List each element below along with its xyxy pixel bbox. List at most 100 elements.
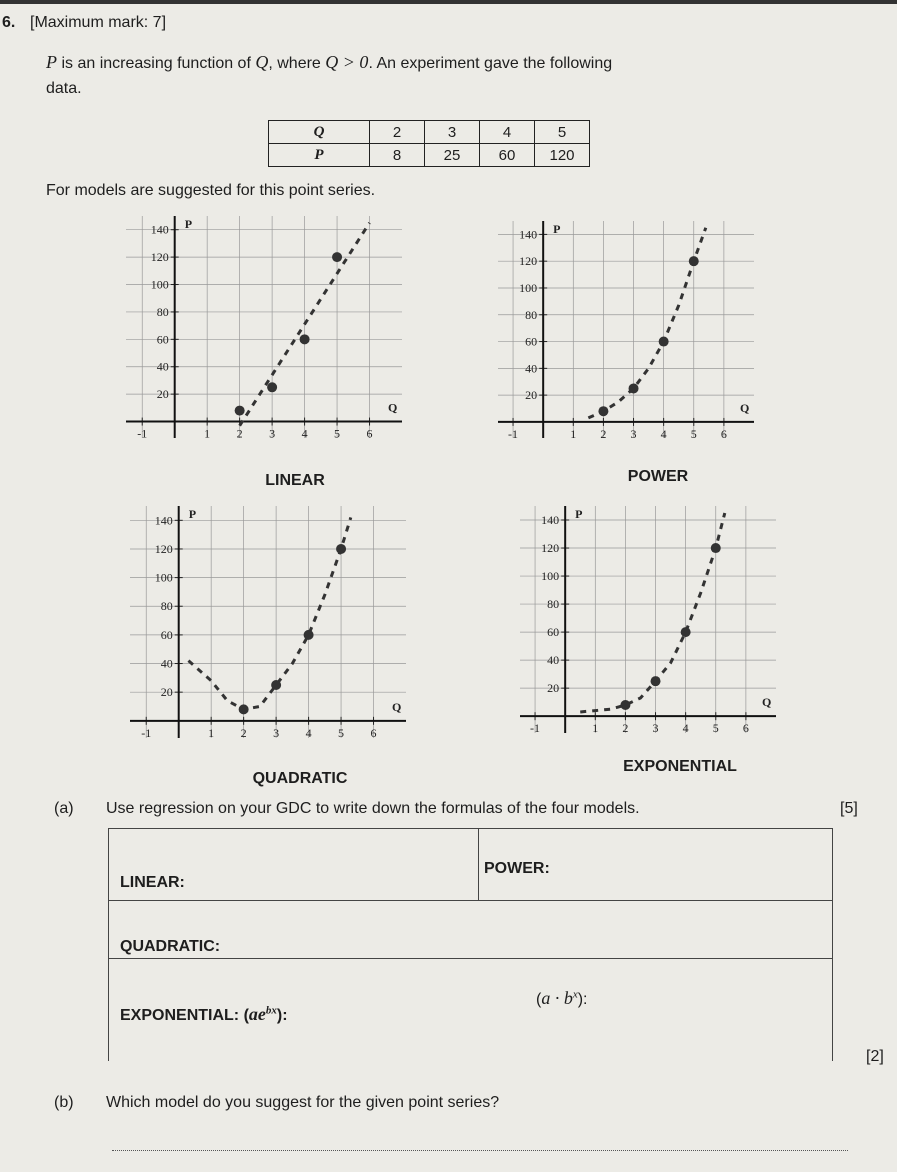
math: P (46, 52, 57, 72)
text: , where (268, 55, 321, 72)
y-tick-label: 40 (157, 360, 169, 374)
x-tick-label: 6 (371, 726, 377, 740)
y-tick-label: 100 (519, 281, 537, 295)
x-tick-label: 5 (338, 726, 344, 740)
y-tick-label: 40 (161, 657, 173, 671)
data-point (658, 336, 669, 347)
x-tick-label: 1 (570, 427, 576, 441)
label: LINEAR: (120, 874, 185, 891)
table-cell: 120 (534, 143, 590, 167)
x-tick-label: 4 (661, 427, 667, 441)
label: EXPONENTIAL: (aebx): (120, 1004, 288, 1025)
x-tick-label: 4 (302, 427, 308, 441)
x-tick-label: -1 (530, 721, 540, 735)
y-tick-label: 20 (161, 685, 173, 699)
y-tick-label: 60 (161, 628, 173, 642)
part-text: Which model do you suggest for the given… (106, 1094, 500, 1111)
y-tick-label: 80 (157, 305, 169, 319)
y-tick-label: 120 (155, 542, 173, 556)
math: ae (248, 1004, 266, 1024)
y-tick-label: 80 (547, 597, 559, 611)
x-tick-label: 3 (631, 427, 637, 441)
row-rule (108, 900, 833, 901)
chart-caption: QUADRATIC (252, 770, 348, 787)
row-rule (108, 958, 833, 959)
model-curve (238, 222, 371, 427)
x-tick-label: 6 (721, 427, 727, 441)
y-tick-label: 80 (525, 308, 537, 322)
chart: -1 1 2 3 4 5 6 20 40 60 80 100 120 140 P Q (130, 506, 406, 740)
chart-caption: EXPONENTIAL (623, 758, 737, 775)
data-table: Q 2 3 4 5 P 8 25 60 120 (268, 120, 590, 167)
math: bx (265, 1004, 277, 1017)
table-cell: 25 (424, 143, 480, 167)
text: ): (276, 1007, 288, 1024)
data-point (620, 699, 631, 710)
y-tick-label: 60 (157, 332, 169, 346)
y-tick-label: 20 (157, 387, 169, 401)
question-marks: [Maximum mark: 7] (30, 14, 167, 31)
part-text: Use regression on your GDC to write down… (106, 800, 640, 817)
y-tick-label: 40 (547, 653, 559, 667)
y-tick-label: 100 (541, 569, 559, 583)
x-tick-label: 5 (691, 427, 697, 441)
y-axis-label: P (185, 217, 192, 231)
y-tick-label: 80 (161, 599, 173, 613)
data-point (303, 629, 314, 640)
y-tick-label: 140 (541, 513, 559, 527)
answer-line (112, 1150, 848, 1151)
intro: P is an increasing function of Q, where … (46, 52, 612, 73)
x-tick-label: 2 (600, 427, 606, 441)
marks: [5] (840, 800, 858, 817)
data-point (598, 406, 609, 417)
x-tick-label: -1 (141, 726, 151, 740)
table-cell: P (268, 143, 370, 167)
y-tick-label: 60 (525, 335, 537, 349)
y-tick-label: 120 (541, 541, 559, 555)
y-tick-label: 20 (525, 388, 537, 402)
chart-caption: POWER (627, 468, 689, 485)
col-rule (478, 828, 479, 900)
y-tick-label: 140 (155, 513, 173, 527)
model-curve (587, 227, 708, 420)
chart: -1 1 2 3 4 5 6 20 40 60 80 100 120 140 P Q (126, 216, 402, 441)
answer-box (108, 828, 833, 1061)
x-tick-label: 3 (269, 427, 275, 441)
math: Q (255, 52, 269, 72)
data-point (688, 256, 699, 267)
data-point (336, 543, 347, 554)
text: ( (243, 1007, 249, 1024)
data-point (271, 680, 282, 691)
y-tick-label: 120 (151, 250, 169, 264)
y-axis-label: P (575, 507, 582, 521)
chart: -1 1 2 3 4 5 6 20 40 60 80 100 120 140 P Q (520, 506, 776, 735)
y-tick-label: 20 (547, 681, 559, 695)
data-point (710, 543, 721, 554)
x-axis-label: Q (392, 700, 401, 714)
data-point (238, 704, 249, 715)
x-tick-label: 1 (592, 721, 598, 735)
y-tick-label: 60 (547, 625, 559, 639)
question-number: 6. (2, 14, 16, 31)
x-tick-label: 6 (743, 721, 749, 735)
y-axis-label: P (189, 507, 196, 521)
x-tick-label: 4 (306, 726, 312, 740)
x-tick-label: 1 (208, 726, 214, 740)
table-cell: 8 (369, 143, 425, 167)
y-tick-label: 120 (519, 254, 537, 268)
x-tick-label: 3 (273, 726, 279, 740)
data-point (299, 334, 310, 345)
top-rule (0, 0, 897, 4)
table-cell: 60 (479, 143, 535, 167)
x-tick-label: -1 (137, 427, 147, 441)
text: ): (577, 991, 588, 1008)
table-cell: Q (268, 120, 370, 144)
math: a · b (541, 988, 573, 1008)
chart-caption: LINEAR (265, 472, 325, 489)
x-tick-label: 4 (683, 721, 689, 735)
x-tick-label: 6 (367, 427, 373, 441)
math: x (572, 988, 578, 1001)
math: Q > 0 (325, 52, 369, 72)
x-tick-label: -1 (508, 427, 518, 441)
